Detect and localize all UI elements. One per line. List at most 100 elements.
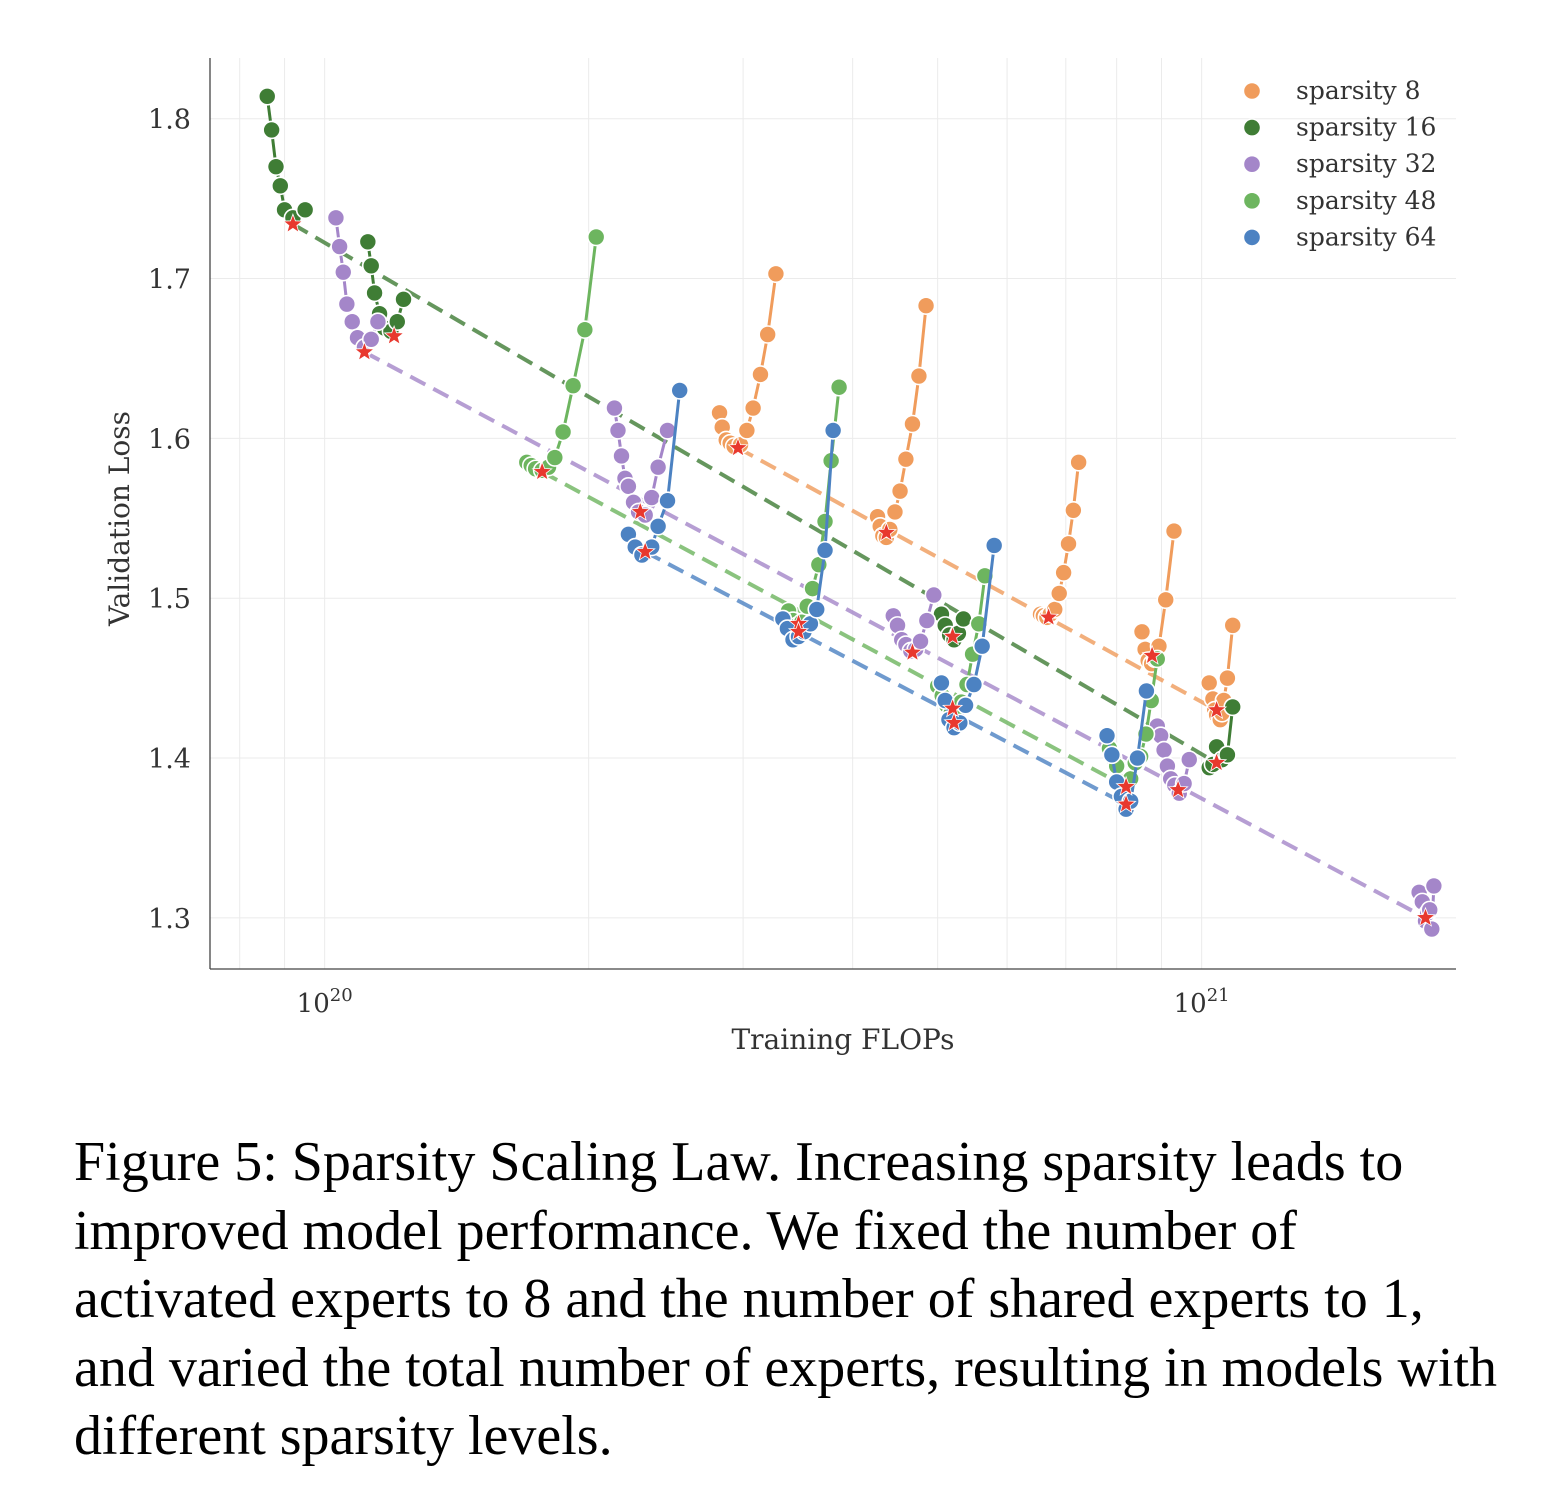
optimum-star-marker — [383, 324, 405, 346]
fit-line-sparsity-48 — [541, 470, 1128, 789]
data-point — [295, 200, 315, 220]
x-axis-label: Training FLOPs — [732, 1023, 955, 1056]
optimum-star-marker — [901, 641, 924, 662]
data-point — [326, 208, 346, 228]
legend-label: sparsity 32 — [1296, 149, 1436, 178]
optimum-star-marker — [875, 521, 897, 542]
data-point — [658, 491, 677, 511]
x-tick-label: 1020 — [297, 985, 353, 1019]
data-point — [1102, 745, 1122, 765]
data-point — [394, 290, 413, 309]
data-point — [361, 256, 381, 276]
legend-marker — [1242, 191, 1262, 211]
data-point — [909, 366, 929, 386]
data-point — [1424, 876, 1444, 896]
fit-line-sparsity-16 — [291, 222, 1218, 765]
data-point — [1137, 681, 1156, 701]
grid — [210, 58, 1456, 969]
data-point — [1128, 748, 1147, 768]
fit-line-sparsity-64 — [644, 550, 1127, 807]
data-point — [972, 636, 992, 656]
data-point — [954, 609, 973, 629]
y-tick-label: 1.4 — [148, 744, 191, 775]
data-point — [829, 377, 849, 397]
optimum-markers — [282, 213, 1437, 927]
data-point — [815, 512, 835, 531]
data-point — [563, 376, 583, 395]
y-axis-label: Validation Loss — [103, 411, 136, 627]
data-point — [648, 457, 668, 477]
data-point — [766, 264, 786, 284]
data-point — [575, 320, 595, 340]
data-point — [1223, 616, 1243, 635]
data-point — [612, 446, 631, 466]
data-point — [1156, 590, 1176, 610]
data-point — [903, 414, 922, 434]
data-point — [890, 481, 910, 501]
optimum-star-marker — [1414, 906, 1437, 927]
data-point — [330, 237, 349, 256]
data-point — [337, 294, 357, 314]
optimum-star-marker — [353, 340, 375, 362]
data-point — [257, 87, 277, 106]
data-point — [642, 488, 662, 507]
optimum-star-marker — [1115, 775, 1137, 796]
data-point — [1422, 919, 1442, 939]
data-point — [924, 585, 944, 605]
optimum-star-marker — [1206, 751, 1228, 772]
data-point — [1054, 563, 1073, 582]
legend-label: sparsity 8 — [1296, 76, 1421, 105]
data-point — [823, 421, 843, 440]
legend: sparsity 8 sparsity 16 sparsity 32 sparsity… — [1242, 76, 1436, 251]
data-point — [896, 449, 916, 469]
data-point — [342, 312, 362, 332]
series-sparsity-64 — [619, 381, 1156, 819]
data-point — [358, 232, 378, 252]
data-point — [737, 421, 757, 440]
data-point — [333, 262, 353, 282]
figure-caption: Figure 5: Sparsity Scaling Law. Increasi… — [74, 1131, 1497, 1467]
legend-marker — [1242, 81, 1262, 101]
y-tick-label: 1.5 — [148, 584, 191, 615]
optimum-star-marker — [629, 500, 651, 521]
optimum-star-marker — [531, 460, 553, 481]
data-point — [1132, 622, 1152, 642]
optimum-star-marker — [1141, 644, 1163, 665]
data-point — [262, 120, 281, 140]
optimum-star-marker — [943, 711, 965, 732]
y-tick-label: 1.3 — [148, 904, 191, 935]
data-point — [807, 600, 827, 619]
optimum-star-marker — [1037, 606, 1060, 627]
data-point — [270, 176, 290, 196]
data-point — [1097, 726, 1117, 745]
data-point — [586, 227, 606, 247]
optimum-star-marker — [634, 540, 656, 561]
data-point — [365, 283, 384, 303]
data-point — [984, 536, 1004, 555]
optimum-star-marker — [787, 620, 810, 641]
data-point — [368, 312, 388, 332]
data-point — [751, 365, 770, 384]
data-point — [1218, 668, 1237, 688]
optimum-star-marker — [942, 697, 964, 718]
data-point — [743, 398, 763, 418]
data-point — [932, 673, 951, 693]
data-point — [1164, 521, 1184, 541]
data-point — [1179, 750, 1199, 769]
y-tick-label: 1.7 — [148, 265, 191, 296]
legend-label: sparsity 64 — [1296, 222, 1436, 251]
legend-marker — [1242, 118, 1262, 137]
data-point — [608, 421, 628, 440]
data-point — [916, 296, 936, 316]
group-line — [265, 96, 306, 220]
data-point — [1218, 745, 1237, 765]
legend-marker — [1242, 228, 1262, 247]
data-point — [815, 540, 835, 560]
optimum-star-marker — [1167, 778, 1189, 800]
optimum-star-marker — [727, 436, 749, 458]
optimum-star-marker — [282, 213, 304, 234]
data-point — [1064, 501, 1083, 520]
legend-label: sparsity 16 — [1296, 113, 1436, 142]
data-point — [964, 675, 984, 694]
chart-area: 1.3 1.4 1.5 1.6 1.7 1.8 1020 1021 Training FLOPs… — [103, 58, 1456, 1056]
